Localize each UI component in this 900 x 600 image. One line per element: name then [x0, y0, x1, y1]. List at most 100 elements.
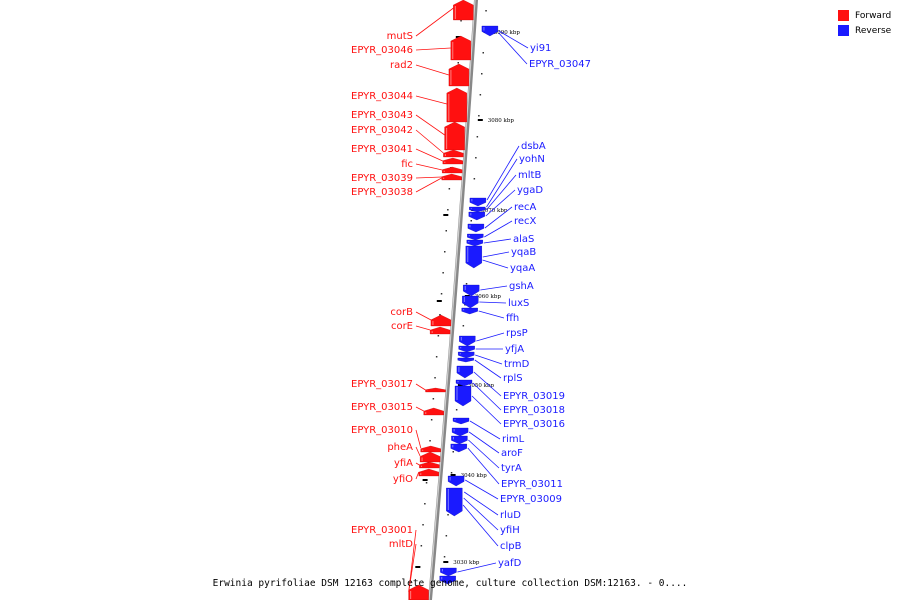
reverse-label-connector: [482, 259, 509, 269]
major-tick: [436, 300, 442, 302]
reverse-gene-label: EPYR_03018: [503, 405, 565, 416]
reverse-gene-label: rluD: [500, 510, 521, 521]
reverse-gene-label: yfiH: [500, 525, 520, 536]
major-tick: [457, 384, 463, 386]
forward-gene-arrow: [429, 326, 451, 335]
forward-gene-label: EPYR_03043: [351, 110, 413, 121]
forward-gene-label: EPYR_03046: [351, 45, 413, 56]
reverse-gene-arrow: [440, 567, 457, 577]
major-tick: [450, 474, 456, 476]
reverse-label-connector: [475, 354, 503, 365]
reverse-gene-label: EPYR_03047: [529, 59, 591, 70]
scale-label: 3080 kbp: [488, 118, 515, 124]
reverse-gene-arrow: [462, 295, 479, 309]
forward-gene-label: yfiA: [394, 458, 413, 469]
minor-tick: [432, 398, 435, 400]
forward-gene-label: mutS: [387, 31, 413, 42]
reverse-label-connector: [479, 301, 507, 304]
reverse-gene-label: EPYR_03019: [503, 391, 565, 402]
legend-forward: Forward: [838, 8, 891, 23]
reverse-gene-label: recA: [514, 202, 537, 213]
major-tick: [455, 36, 461, 38]
forward-gene-label: corE: [391, 321, 413, 332]
minor-tick: [448, 188, 451, 190]
reverse-gene-arrow: [452, 417, 470, 425]
minor-tick: [455, 409, 458, 411]
reverse-label-connector: [486, 158, 518, 208]
reverse-label-connector: [498, 32, 528, 65]
reverse-gene-label: gshA: [509, 281, 534, 292]
reverse-label-connector: [476, 332, 505, 342]
reverse-label-connector: [474, 359, 502, 379]
major-tick: [415, 566, 421, 568]
reverse-gene-label: recX: [514, 216, 537, 227]
forward-label-connector: [415, 114, 445, 136]
minor-tick: [434, 377, 436, 379]
reverse-label-connector: [469, 420, 501, 440]
reverse-label-connector: [480, 285, 508, 291]
forward-gene-arrow: [443, 149, 464, 158]
forward-gene-arrow: [420, 445, 441, 453]
forward-label-connector: [415, 446, 421, 457]
reverse-label-connector: [468, 431, 500, 454]
forward-label-connector: [415, 177, 442, 193]
forward-label-connector: [415, 429, 422, 449]
minor-tick: [429, 440, 431, 442]
forward-label-connector: [415, 129, 444, 154]
forward-gene-label: pheA: [387, 442, 413, 453]
forward-gene-arrow: [442, 157, 463, 165]
reverse-label-connector: [498, 30, 529, 49]
reverse-gene-arrow: [459, 335, 476, 347]
forward-gene-arrow: [419, 451, 441, 463]
legend-forward-label: Forward: [855, 10, 892, 21]
reverse-gene-label: tyrA: [501, 463, 522, 474]
reverse-gene-arrow: [463, 284, 480, 297]
reverse-gene-arrow: [451, 435, 468, 445]
reverse-gene-label: ygaD: [517, 185, 543, 196]
forward-gene-label: EPYR_03038: [351, 187, 413, 198]
reverse-gene-arrow: [481, 25, 499, 37]
reverse-gene-arrow: [456, 365, 474, 379]
forward-gene-label: EPYR_03017: [351, 379, 413, 390]
forward-gene-label: yfiO: [393, 474, 413, 485]
minor-tick: [440, 293, 443, 295]
genome-backbone-highlight: [428, 0, 476, 600]
minor-tick: [462, 325, 465, 327]
minor-tick: [422, 524, 424, 526]
minor-tick: [447, 209, 449, 211]
forward-gene-arrow: [444, 121, 465, 151]
forward-gene-arrow: [446, 87, 467, 123]
minor-tick: [485, 10, 487, 12]
reverse-label-connector: [467, 447, 500, 485]
minor-tick: [444, 251, 446, 253]
minor-tick: [437, 335, 440, 337]
minor-tick: [450, 472, 453, 474]
reverse-label-connector: [468, 439, 500, 469]
forward-label-connector: [415, 471, 420, 480]
reverse-label-connector: [462, 504, 499, 547]
reverse-gene-arrow: [455, 379, 473, 387]
reverse-label-connector: [486, 145, 520, 201]
minor-tick: [460, 20, 462, 22]
reverse-label-connector: [464, 479, 499, 500]
forward-label-connector: [415, 325, 431, 331]
reverse-label-connector: [471, 395, 502, 425]
reverse-gene-label: EPYR_03009: [500, 494, 562, 505]
minor-tick: [479, 94, 482, 96]
reverse-label-connector: [478, 310, 505, 319]
forward-gene-arrow: [419, 461, 440, 469]
reverse-gene-label: rplS: [503, 373, 523, 384]
reverse-gene-label: yqaB: [511, 247, 536, 258]
forward-label-connector: [415, 163, 443, 171]
minor-tick: [445, 230, 447, 232]
forward-gene-arrow: [441, 173, 462, 181]
reverse-label-connector: [457, 562, 497, 573]
reverse-gene-arrow: [466, 239, 483, 247]
forward-gene-arrow: [448, 63, 470, 87]
reverse-gene-label: EPYR_03011: [501, 479, 563, 490]
reverse-gene-label: trmD: [504, 359, 530, 370]
forward-gene-arrow: [430, 314, 452, 327]
minor-tick: [470, 220, 472, 222]
reverse-gene-label: aroF: [501, 448, 523, 459]
forward-gene-arrow: [423, 407, 444, 416]
